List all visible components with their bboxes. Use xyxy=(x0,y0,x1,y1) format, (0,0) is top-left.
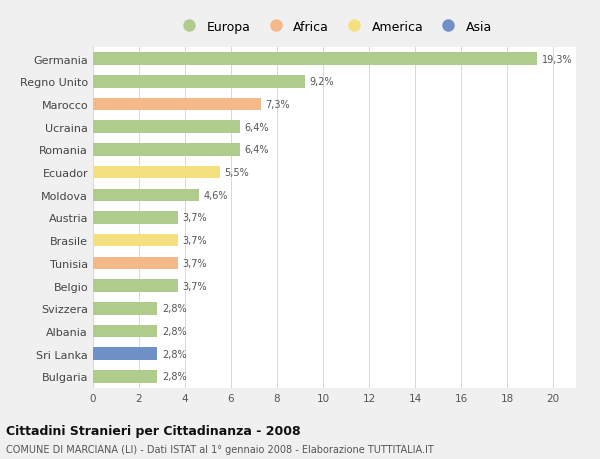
Bar xyxy=(93,167,220,179)
Bar xyxy=(93,121,240,134)
Text: Cittadini Stranieri per Cittadinanza - 2008: Cittadini Stranieri per Cittadinanza - 2… xyxy=(6,425,301,437)
Text: 6,4%: 6,4% xyxy=(245,145,269,155)
Bar xyxy=(93,370,157,383)
Bar xyxy=(93,212,178,224)
Bar xyxy=(93,76,305,89)
Legend: Europa, Africa, America, Asia: Europa, Africa, America, Asia xyxy=(177,21,492,34)
Text: 3,7%: 3,7% xyxy=(182,235,208,246)
Bar xyxy=(93,189,199,202)
Bar xyxy=(93,325,157,337)
Bar xyxy=(93,99,261,111)
Bar xyxy=(93,280,178,292)
Bar xyxy=(93,302,157,315)
Text: 5,5%: 5,5% xyxy=(224,168,249,178)
Text: 2,8%: 2,8% xyxy=(162,303,187,313)
Bar xyxy=(93,347,157,360)
Text: 7,3%: 7,3% xyxy=(265,100,290,110)
Bar xyxy=(93,257,178,269)
Bar xyxy=(93,235,178,247)
Bar xyxy=(93,53,537,66)
Bar xyxy=(93,144,240,157)
Text: 3,7%: 3,7% xyxy=(182,213,208,223)
Text: 2,8%: 2,8% xyxy=(162,349,187,359)
Text: COMUNE DI MARCIANA (LI) - Dati ISTAT al 1° gennaio 2008 - Elaborazione TUTTITALI: COMUNE DI MARCIANA (LI) - Dati ISTAT al … xyxy=(6,444,434,454)
Text: 6,4%: 6,4% xyxy=(245,123,269,133)
Text: 3,7%: 3,7% xyxy=(182,258,208,269)
Text: 2,8%: 2,8% xyxy=(162,371,187,381)
Text: 4,6%: 4,6% xyxy=(203,190,228,201)
Text: 19,3%: 19,3% xyxy=(542,55,572,65)
Text: 2,8%: 2,8% xyxy=(162,326,187,336)
Text: 9,2%: 9,2% xyxy=(309,77,334,87)
Text: 3,7%: 3,7% xyxy=(182,281,208,291)
